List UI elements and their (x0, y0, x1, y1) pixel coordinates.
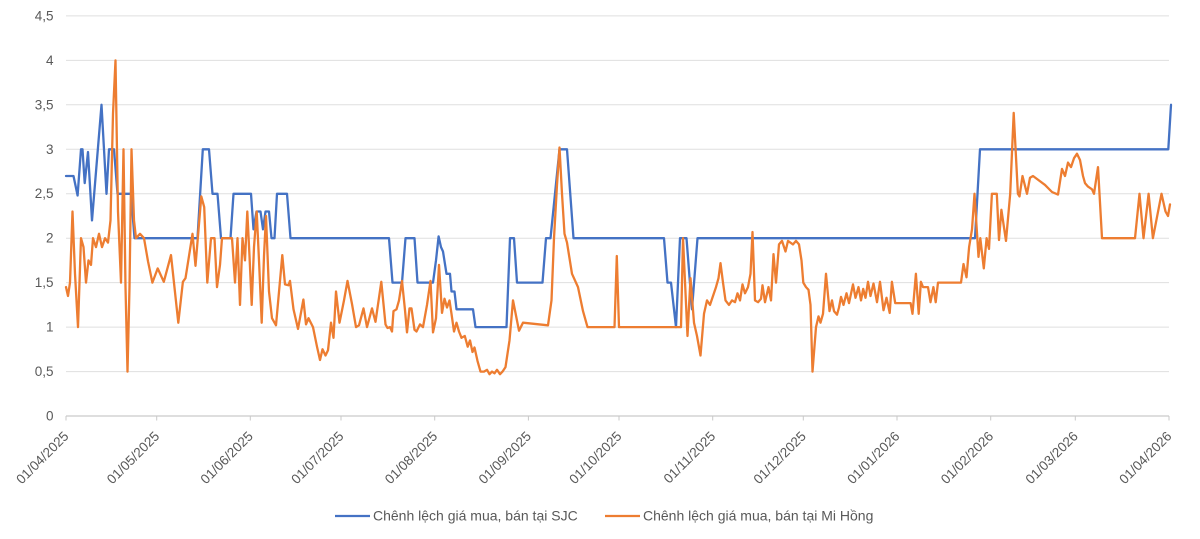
svg-text:2: 2 (46, 231, 54, 246)
svg-text:0,5: 0,5 (35, 364, 54, 379)
svg-text:Chênh lệch giá mua, bán tại SJ: Chênh lệch giá mua, bán tại SJC (373, 508, 578, 524)
svg-text:1: 1 (46, 320, 54, 335)
svg-text:4,5: 4,5 (35, 8, 54, 23)
svg-text:2,5: 2,5 (35, 186, 54, 201)
svg-text:4: 4 (46, 53, 54, 68)
svg-text:1,5: 1,5 (35, 275, 54, 290)
svg-text:Chênh lệch giá mua, bán tại Mi: Chênh lệch giá mua, bán tại Mi Hồng (643, 508, 873, 524)
svg-text:3: 3 (46, 142, 54, 157)
svg-text:3,5: 3,5 (35, 97, 54, 112)
svg-text:0: 0 (46, 409, 54, 424)
